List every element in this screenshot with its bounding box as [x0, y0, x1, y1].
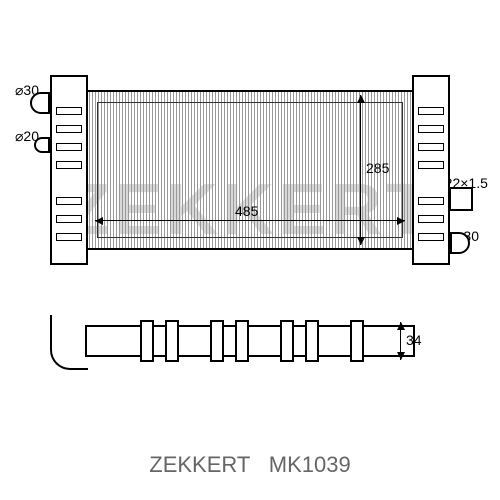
- tank-rib: [418, 215, 444, 223]
- inlet-port-top-left: [30, 92, 50, 114]
- tank-rib: [56, 143, 82, 151]
- top-view-bracket: [305, 320, 319, 362]
- tank-rib: [56, 233, 82, 241]
- top-view-bracket: [235, 320, 249, 362]
- tank-rib: [56, 125, 82, 133]
- tank-rib: [418, 143, 444, 151]
- tank-rib: [418, 125, 444, 133]
- dim-width-label: 485: [235, 203, 258, 219]
- radiator-top-view: 34: [50, 310, 450, 380]
- top-view-bracket: [140, 320, 154, 362]
- tank-rib: [418, 107, 444, 115]
- footer: ZEKKERT MK1039: [0, 452, 500, 478]
- dim-depth-arrow: [400, 322, 401, 360]
- diagram-canvas: ZEKKERT 485: [0, 0, 500, 500]
- top-view-bracket: [165, 320, 179, 362]
- brand-label: ZEKKERT: [149, 452, 250, 478]
- tank-rib: [56, 107, 82, 115]
- outlet-port-bottom-right: [450, 232, 470, 254]
- dim-width-arrow: [95, 220, 405, 221]
- inlet-port-mid-left: [34, 137, 50, 153]
- top-view-elbow: [50, 315, 88, 370]
- top-view-bracket: [280, 320, 294, 362]
- dim-height-arrow: [360, 95, 361, 245]
- tank-rib: [56, 197, 82, 205]
- threaded-port-right: [449, 187, 473, 211]
- left-tank: [50, 75, 88, 265]
- tank-rib: [418, 161, 444, 169]
- tank-rib: [56, 161, 82, 169]
- part-number-label: MK1039: [269, 452, 351, 478]
- top-view-bracket: [210, 320, 224, 362]
- top-view-body: [85, 325, 415, 357]
- tank-rib: [418, 197, 444, 205]
- dim-height-label: 285: [366, 160, 389, 176]
- top-view-bracket: [350, 320, 364, 362]
- tank-rib: [56, 215, 82, 223]
- right-tank: [412, 75, 450, 265]
- dim-depth-label: 34: [406, 332, 422, 348]
- radiator-front-view: 485 285: [50, 70, 450, 270]
- tank-rib: [418, 233, 444, 241]
